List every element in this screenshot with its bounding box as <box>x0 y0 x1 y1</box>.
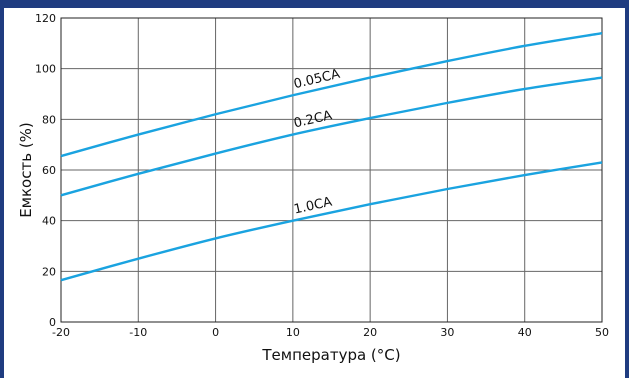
y-tick-label: 60 <box>42 164 56 177</box>
series-lines <box>60 32 603 282</box>
x-tick-label: 50 <box>595 326 609 339</box>
x-tick-label: 30 <box>440 326 454 339</box>
y-axis-label: Емкость (%) <box>17 122 35 218</box>
axis-ticks: -20 -10 0 10 20 30 40 50 0 20 40 60 80 100 120 <box>35 12 609 339</box>
y-tick-label: 40 <box>42 215 56 228</box>
y-tick-label: 80 <box>42 113 56 126</box>
y-tick-label: 100 <box>35 63 56 76</box>
series-line-0_05CA <box>60 32 603 158</box>
series-label: 0.05CA <box>292 67 341 92</box>
x-axis-label: Температура (°C) <box>261 346 400 364</box>
y-tick-label: 20 <box>42 265 56 278</box>
x-tick-label: 40 <box>518 326 532 339</box>
y-tick-label: 0 <box>49 316 56 329</box>
series-line-0_2CA <box>60 76 603 197</box>
x-tick-label: 0 <box>212 326 219 339</box>
x-tick-label: 20 <box>363 326 377 339</box>
x-tick-label: 10 <box>286 326 300 339</box>
series-line-1_0CA <box>60 161 603 282</box>
grid <box>60 17 603 323</box>
y-tick-label: 120 <box>35 12 56 25</box>
x-tick-label: -20 <box>52 326 70 339</box>
x-tick-label: -10 <box>129 326 147 339</box>
plot-border <box>60 17 603 323</box>
